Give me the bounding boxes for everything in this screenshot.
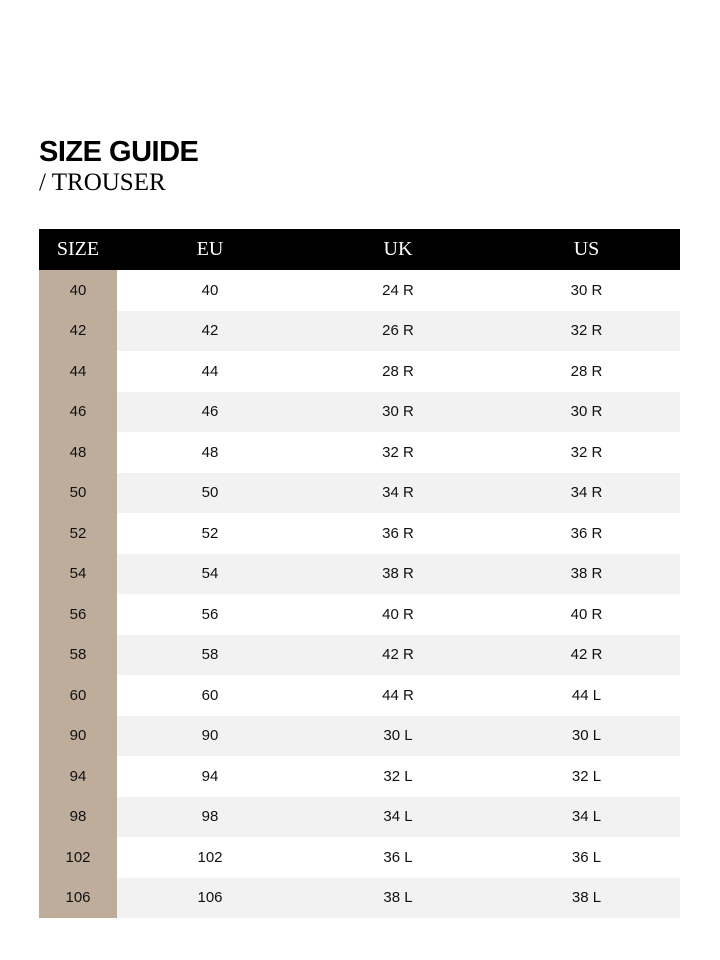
cell-uk: 30 L (303, 715, 493, 756)
cell-uk: 24 R (382, 281, 414, 299)
cell-size: 106 (39, 877, 117, 918)
cell-us: 42 R (493, 634, 680, 675)
cell-eu: 60 (201, 686, 219, 704)
cell-uk: 36 L (383, 848, 413, 866)
cell-eu: 46 (117, 391, 303, 432)
page-subtitle: / TROUSER (39, 169, 166, 196)
cell-eu: 54 (117, 553, 303, 594)
cell-uk: 38 L (303, 877, 493, 918)
cell-us: 32 R (570, 443, 603, 461)
column-header-uk: UK (383, 238, 413, 260)
cell-eu: 40 (201, 281, 219, 299)
cell-size: 40 (39, 270, 117, 311)
table-row: 54 54 38 R 38 R (39, 553, 680, 594)
cell-us: 32 R (493, 310, 680, 351)
cell-eu: 98 (117, 796, 303, 837)
size-table: SIZE EU UK US 40 40 24 R 30 R 42 42 26 R 32 R 44… (39, 229, 680, 918)
cell-uk: 30 R (303, 391, 493, 432)
page-title: SIZE GUIDE (39, 136, 199, 168)
cell-uk: 32 R (382, 443, 414, 461)
cell-size: 94 (39, 756, 117, 797)
cell-size: 48 (39, 432, 117, 473)
cell-uk: 36 R (382, 524, 414, 542)
cell-us: 30 R (570, 281, 603, 299)
cell-us: 38 R (493, 553, 680, 594)
cell-eu: 44 (201, 362, 219, 380)
cell-eu: 106 (117, 877, 303, 918)
cell-eu: 56 (201, 605, 219, 623)
cell-size: 44 (39, 351, 117, 392)
cell-us: 34 R (493, 472, 680, 513)
cell-uk: 34 R (303, 472, 493, 513)
cell-uk: 42 R (303, 634, 493, 675)
cell-eu: 42 (117, 310, 303, 351)
cell-us: 40 R (570, 605, 603, 623)
cell-size: 102 (39, 837, 117, 878)
cell-size: 54 (39, 553, 117, 594)
table-row: 48 48 32 R 32 R (39, 432, 680, 473)
cell-size: 52 (39, 513, 117, 554)
table-row: 106 106 38 L 38 L (39, 877, 680, 918)
table-row: 44 44 28 R 28 R (39, 351, 680, 392)
table-row: 90 90 30 L 30 L (39, 715, 680, 756)
table-row: 50 50 34 R 34 R (39, 472, 680, 513)
cell-size: 98 (39, 796, 117, 837)
cell-uk: 44 R (382, 686, 414, 704)
cell-size: 58 (39, 634, 117, 675)
table-row: 102 102 36 L 36 L (39, 837, 680, 878)
cell-eu: 52 (201, 524, 219, 542)
cell-us: 34 L (493, 796, 680, 837)
cell-size: 90 (39, 715, 117, 756)
table-row: 52 52 36 R 36 R (39, 513, 680, 554)
cell-size: 56 (39, 594, 117, 635)
cell-uk: 28 R (382, 362, 414, 380)
column-header-size: SIZE (56, 238, 100, 260)
table-row: 98 98 34 L 34 L (39, 796, 680, 837)
cell-us: 30 L (493, 715, 680, 756)
cell-uk: 34 L (303, 796, 493, 837)
cell-size: 50 (39, 472, 117, 513)
cell-us: 30 R (493, 391, 680, 432)
cell-size: 60 (39, 675, 117, 716)
cell-us: 44 L (571, 686, 602, 704)
cell-us: 38 L (493, 877, 680, 918)
table-row: 60 60 44 R 44 L (39, 675, 680, 716)
cell-uk: 38 R (303, 553, 493, 594)
cell-eu: 58 (117, 634, 303, 675)
cell-eu: 94 (201, 767, 219, 785)
cell-us: 28 R (570, 362, 603, 380)
cell-uk: 40 R (382, 605, 414, 623)
table-row: 58 58 42 R 42 R (39, 634, 680, 675)
cell-uk: 32 L (383, 767, 413, 785)
table-header: SIZE EU UK US (39, 229, 680, 270)
cell-eu: 102 (197, 848, 223, 866)
cell-eu: 90 (117, 715, 303, 756)
cell-uk: 26 R (303, 310, 493, 351)
cell-us: 36 L (571, 848, 602, 866)
table-row: 40 40 24 R 30 R (39, 270, 680, 311)
cell-us: 32 L (571, 767, 602, 785)
table-row: 46 46 30 R 30 R (39, 391, 680, 432)
column-header-us: US (573, 238, 600, 260)
table-row: 94 94 32 L 32 L (39, 756, 680, 797)
column-header-eu: EU (196, 238, 224, 260)
cell-size: 42 (39, 310, 117, 351)
cell-us: 36 R (570, 524, 603, 542)
cell-eu: 48 (201, 443, 219, 461)
cell-size: 46 (39, 391, 117, 432)
cell-eu: 50 (117, 472, 303, 513)
table-row: 56 56 40 R 40 R (39, 594, 680, 635)
table-row: 42 42 26 R 32 R (39, 310, 680, 351)
